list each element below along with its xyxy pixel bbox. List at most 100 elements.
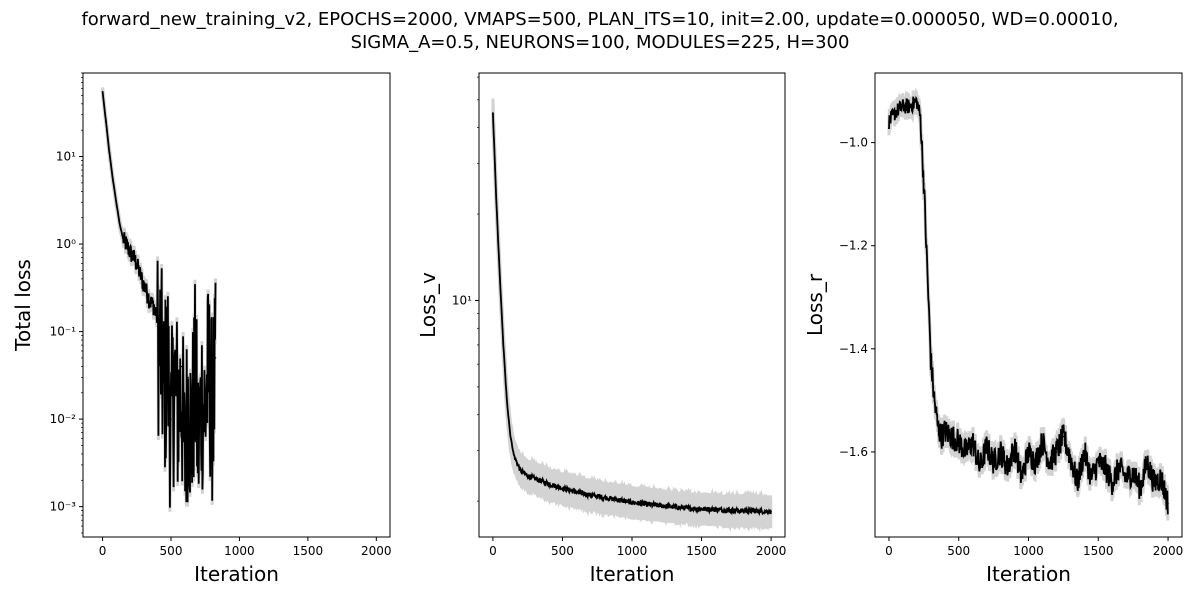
data-point	[1069, 456, 1072, 458]
y-tick-label: −1.6	[839, 445, 868, 459]
plot-area-loss_v	[491, 98, 773, 533]
data-point	[495, 201, 498, 203]
x-tick-label: 1500	[686, 544, 717, 558]
data-point	[142, 283, 145, 285]
data-point	[153, 304, 155, 307]
data-point	[1097, 461, 1100, 464]
data-point	[1104, 466, 1107, 469]
x-tick-label: 0	[99, 544, 107, 558]
series-band-loss_v	[491, 98, 773, 533]
x-axis-label: Iteration	[590, 562, 675, 586]
data-point	[589, 494, 592, 496]
data-point	[519, 470, 522, 472]
data-point	[101, 90, 104, 93]
data-point	[122, 237, 124, 240]
data-point	[1160, 476, 1162, 479]
data-point	[728, 509, 731, 512]
data-point	[1153, 482, 1155, 484]
x-tick-label: 500	[947, 544, 970, 558]
data-point	[1132, 471, 1134, 474]
data-point	[971, 440, 974, 443]
plot-area-loss_r	[887, 87, 1170, 521]
data-point	[132, 255, 135, 258]
data-point	[1118, 466, 1120, 469]
y-tick-label: 10⁻²	[50, 412, 77, 426]
data-point	[1076, 482, 1079, 484]
data-point	[526, 475, 529, 477]
data-point	[1034, 461, 1037, 464]
data-point	[118, 223, 121, 225]
data-point	[502, 344, 505, 346]
data-point	[992, 461, 995, 464]
y-tick-label: 10¹	[452, 293, 472, 307]
data-point	[194, 357, 196, 359]
data-point	[951, 435, 953, 438]
data-point	[1125, 476, 1127, 479]
data-point	[978, 466, 981, 469]
data-point	[499, 276, 501, 279]
data-point	[1013, 446, 1016, 448]
data-point	[1041, 440, 1044, 443]
data-point	[159, 330, 162, 333]
x-tick-label: 500	[160, 544, 183, 558]
y-tick-label: 10⁻³	[50, 500, 77, 514]
data-point	[214, 357, 217, 359]
data-point	[211, 392, 213, 394]
data-point	[575, 491, 578, 493]
data-point	[964, 451, 967, 453]
data-point	[940, 435, 943, 438]
y-tick-label: 10¹	[56, 150, 76, 164]
data-point	[1083, 451, 1086, 453]
x-tick-label: 2000	[1153, 544, 1184, 558]
data-point	[177, 392, 179, 394]
x-tick-label: 0	[489, 544, 497, 558]
data-point	[985, 446, 988, 448]
data-point	[509, 434, 512, 436]
subplot-loss-r: 0 500 1000 1500 2000 −1.6 −1.4 −1.2 −1.0 Iteratio…	[803, 72, 1184, 586]
data-point	[105, 120, 107, 123]
data-point	[909, 105, 911, 108]
data-point	[1167, 502, 1169, 505]
data-point	[190, 418, 193, 420]
data-point	[742, 510, 745, 512]
data-point	[139, 273, 141, 276]
data-point	[888, 121, 890, 123]
data-point	[516, 462, 519, 465]
data-point	[115, 201, 118, 204]
data-point	[923, 183, 925, 185]
data-point	[492, 112, 494, 114]
data-point	[197, 426, 200, 429]
series-line-loss_r	[888, 95, 1169, 515]
x-tick-label: 1500	[293, 544, 324, 558]
data-point	[916, 100, 918, 103]
figure-title: forward_new_training_v2, EPOCHS=2000, VM…	[81, 9, 1119, 53]
data-point	[561, 487, 564, 489]
data-point	[183, 444, 186, 447]
series-line-loss_v	[492, 112, 772, 517]
data-point	[1020, 476, 1023, 479]
data-point	[1090, 476, 1093, 479]
data-point	[112, 178, 114, 181]
data-point	[645, 503, 647, 506]
data-point	[163, 376, 165, 379]
data-point	[714, 508, 717, 511]
data-point	[166, 339, 169, 341]
data-point	[180, 365, 183, 368]
data-point	[149, 300, 152, 303]
x-tick-label: 2000	[756, 544, 787, 558]
y-tick-label: −1.0	[839, 136, 868, 150]
data-point	[617, 499, 619, 501]
y-tick-label: 10⁻¹	[50, 325, 77, 339]
data-point	[207, 350, 210, 352]
data-point	[1027, 451, 1030, 453]
data-point	[506, 399, 508, 401]
data-point	[156, 318, 159, 320]
x-tick-label: 0	[885, 544, 893, 558]
data-point	[1146, 461, 1148, 464]
data-point	[1048, 461, 1051, 464]
data-point	[919, 116, 922, 118]
x-tick-label: 2000	[361, 544, 392, 558]
data-point	[1111, 482, 1113, 484]
subplot-loss-v: 0 500 1000 1500 2000 10¹ Iteration Loss_v	[416, 72, 787, 586]
data-point	[513, 454, 515, 456]
